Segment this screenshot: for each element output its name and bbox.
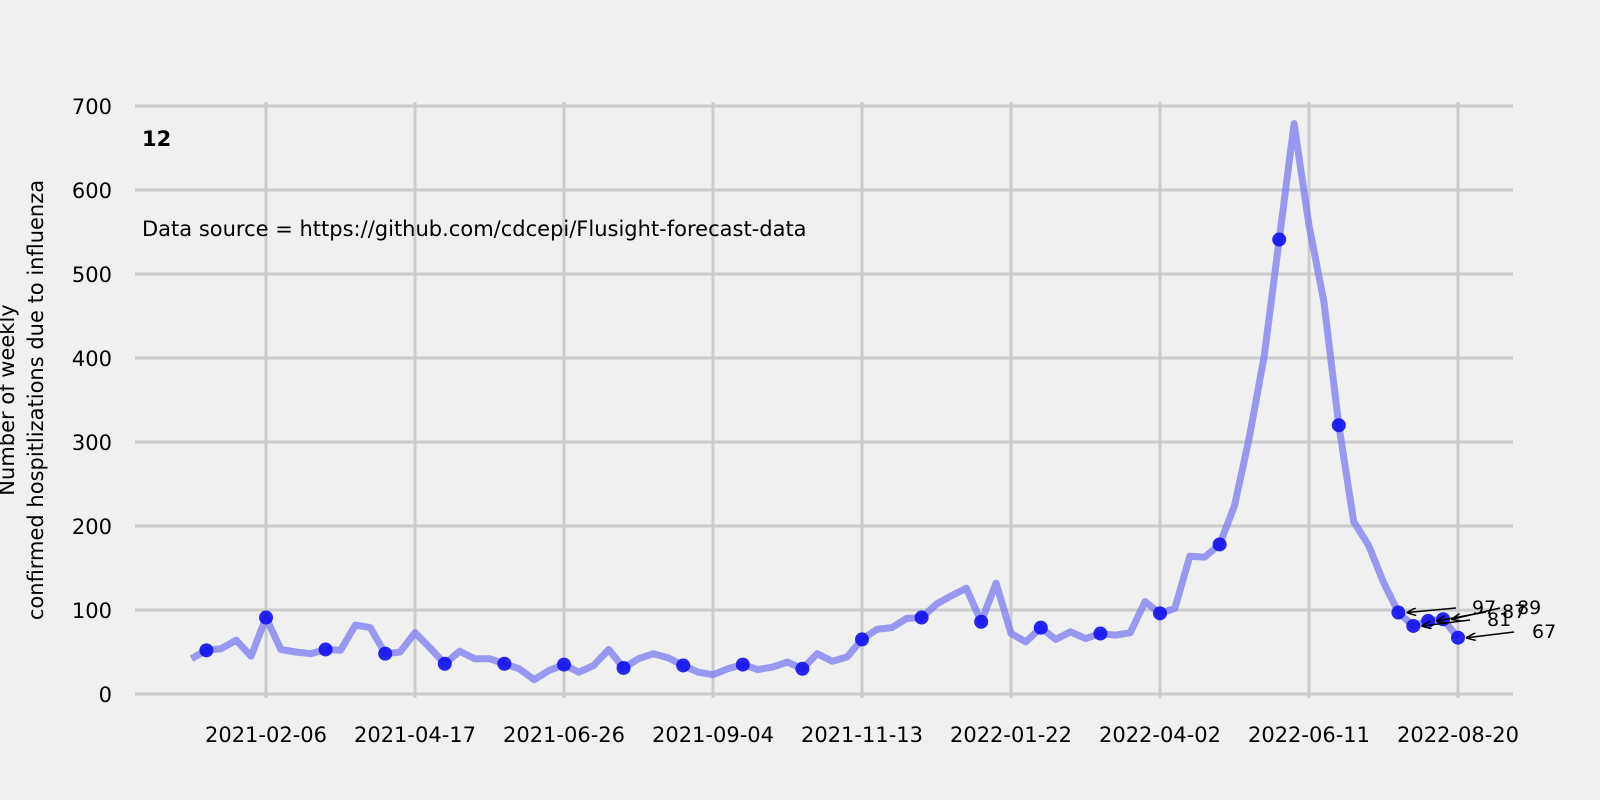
- y-tick-label: 100: [72, 599, 112, 623]
- y-tick-label: 200: [72, 515, 112, 539]
- series-line: [189, 120, 1461, 684]
- x-tick-label: 2021-09-04: [652, 723, 774, 747]
- x-tick-label: 2021-02-06: [205, 723, 327, 747]
- data-point-marker: [1093, 626, 1108, 641]
- x-tick-label: 2022-01-22: [950, 723, 1072, 747]
- y-tick-label: 700: [72, 95, 112, 119]
- data-point-marker: [855, 632, 869, 647]
- y-tick-label: 500: [72, 263, 112, 287]
- value-label: 67: [1532, 621, 1556, 643]
- data-point-marker: [1331, 418, 1346, 433]
- x-tick-label: 2022-06-11: [1248, 723, 1370, 747]
- data-point-marker: [1033, 620, 1048, 635]
- data-point-marker: [1451, 630, 1465, 645]
- data-point-marker: [318, 642, 333, 657]
- data-point-marker: [1153, 606, 1167, 621]
- data-point-marker: [974, 614, 989, 629]
- data-point-marker: [497, 656, 512, 671]
- data-point-marker: [259, 610, 273, 625]
- value-label: 81: [1487, 609, 1511, 631]
- value-label: 87: [1502, 601, 1526, 623]
- x-tick-label: 2021-11-13: [801, 723, 923, 747]
- value-label-arrow: [1407, 607, 1457, 613]
- data-point-marker: [557, 657, 571, 672]
- x-tick-label: 2021-04-17: [354, 723, 476, 747]
- y-axis-label-line2: confirmed hospitlizations due to influen…: [24, 180, 48, 620]
- value-label-arrow: [1452, 607, 1501, 619]
- y-axis-label-line1: Number of weekly: [0, 304, 19, 495]
- data-point-marker: [1272, 232, 1287, 247]
- y-tick-label: 400: [72, 347, 112, 371]
- data-point-marker: [1406, 618, 1421, 633]
- x-tick-label: 2022-04-02: [1099, 723, 1221, 747]
- value-label-arrow: [1467, 631, 1515, 638]
- data-point-marker: [735, 657, 750, 672]
- data-point-marker: [1212, 537, 1227, 552]
- y-tick-label: 300: [72, 431, 112, 455]
- data-point-marker: [914, 610, 929, 625]
- value-label: 89: [1517, 597, 1541, 619]
- data-point-marker: [616, 660, 631, 675]
- data-point-marker: [437, 656, 452, 671]
- x-axis-ticks: 2021-02-06 2021-04-17 2021-06-26 2021-09-04…: [205, 723, 1519, 747]
- data-point-marker: [676, 658, 691, 673]
- data-point-marker: [378, 646, 393, 661]
- x-tick-label: 2022-08-20: [1397, 723, 1519, 747]
- series: [189, 120, 1461, 684]
- grid: [135, 102, 1513, 698]
- y-axis-ticks: 0 100 200 300 400 500 600 700: [72, 95, 112, 707]
- y-tick-label: 600: [72, 179, 112, 203]
- data-point-marker: [1391, 605, 1406, 620]
- panel-label: 12: [142, 127, 171, 151]
- markers: [199, 232, 1465, 676]
- data-point-marker: [795, 661, 810, 676]
- data-point-marker: [199, 643, 214, 658]
- y-axis-label: Number of weekly confirmed hospitlizatio…: [0, 180, 48, 620]
- y-tick-label: 0: [99, 683, 112, 707]
- data-source-annotation: Data source = https://github.com/cdcepi/…: [142, 217, 807, 241]
- x-tick-label: 2021-06-26: [503, 723, 625, 747]
